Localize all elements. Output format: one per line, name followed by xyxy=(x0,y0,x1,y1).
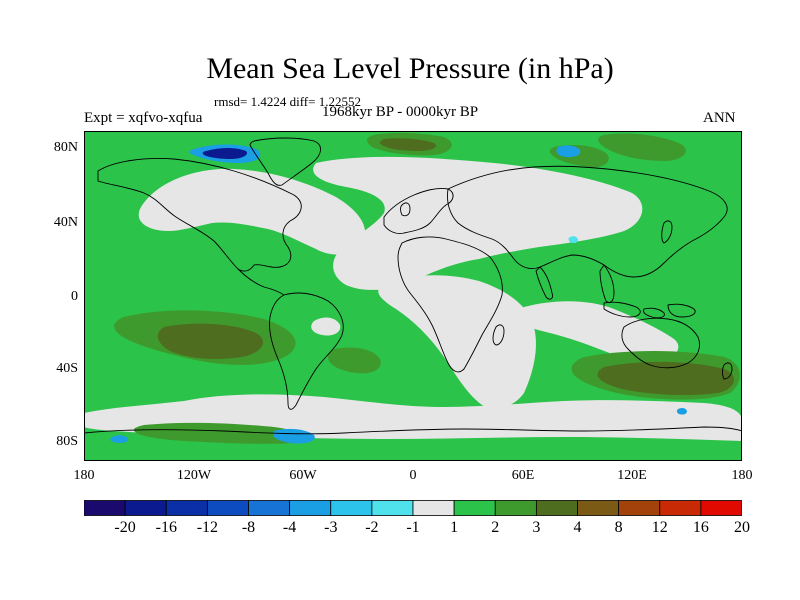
y-tick-label: 80N xyxy=(53,140,78,155)
colorbar xyxy=(84,500,742,516)
colorbar-segment xyxy=(453,500,496,516)
coast-africa xyxy=(397,236,503,373)
neg-greenland-dark xyxy=(202,148,248,159)
colorbar-tick-label: 20 xyxy=(734,519,750,536)
neg-antarctic-1 xyxy=(272,428,315,444)
negative-regions xyxy=(110,144,687,444)
grey-north-america xyxy=(138,168,366,255)
colorbar-tick-label: -12 xyxy=(196,519,219,536)
colorbar-tick-label: -16 xyxy=(155,519,177,536)
coast-papua xyxy=(667,303,696,318)
colorbar-segment xyxy=(535,500,578,516)
coast-antarctica xyxy=(84,426,742,435)
coast-north-america xyxy=(97,158,302,272)
x-tick-label: 180 xyxy=(73,468,95,483)
strong-arctic xyxy=(379,138,437,151)
colorbar-segment xyxy=(330,500,373,516)
colorbar-segment xyxy=(412,500,455,516)
x-tick-label: 0 xyxy=(409,468,417,483)
coast-south-america xyxy=(269,292,344,410)
colorbar-segment xyxy=(371,500,414,516)
coastlines xyxy=(84,137,742,435)
colorbar-segment xyxy=(206,500,249,516)
coast-new-zealand xyxy=(722,362,733,380)
neg-asia-small xyxy=(568,236,578,244)
plot-title: Mean Sea Level Pressure (in hPa) xyxy=(206,52,614,85)
y-tick-label: 40S xyxy=(56,361,78,376)
coast-madagascar xyxy=(492,324,505,346)
coast-indonesia xyxy=(603,301,665,319)
colorbar-segment xyxy=(289,500,332,516)
strong-positive-regions xyxy=(157,138,735,396)
coast-europe xyxy=(383,188,454,234)
colorbar-tick-label: -3 xyxy=(324,519,338,536)
colorbar-segment xyxy=(84,500,126,516)
x-tick-label: 60E xyxy=(511,468,535,483)
colorbar-tick-label: 2 xyxy=(491,519,500,536)
medium-south-atlantic xyxy=(328,347,381,374)
coast-central-america xyxy=(237,268,285,296)
y-tick-label: 40N xyxy=(53,215,78,230)
colorbar-tick-label: 8 xyxy=(614,519,623,536)
coast-india xyxy=(535,266,553,300)
x-tick-label: 180 xyxy=(731,468,753,483)
neutral-regions xyxy=(84,156,742,441)
colorbar-tick-label: 1 xyxy=(450,519,459,536)
colorbar-segment xyxy=(659,500,702,516)
colorbar-tick-label: -2 xyxy=(365,519,379,536)
neg-antarctic-2 xyxy=(110,435,128,443)
coast-australia xyxy=(621,317,700,369)
coast-greenland xyxy=(249,137,321,186)
pressure-map xyxy=(84,131,742,461)
neg-arctic-east xyxy=(556,145,581,158)
grey-small-1 xyxy=(311,317,341,336)
colorbar-segment xyxy=(248,500,291,516)
y-tick-label: 0 xyxy=(71,289,78,304)
strong-south-pacific xyxy=(157,323,264,359)
colorbar-segment xyxy=(618,500,661,516)
x-tick-label: 60W xyxy=(289,468,317,483)
colorbar-segment xyxy=(165,500,208,516)
colorbar-tick-label: -20 xyxy=(114,519,136,536)
grey-indian-ocean xyxy=(518,301,679,362)
colorbar-tick-label: 16 xyxy=(692,519,709,536)
colorbar-segment xyxy=(577,500,620,516)
colorbar-segment xyxy=(124,500,167,516)
period-label: 1968kyr BP - 0000kyr BP xyxy=(322,104,479,120)
colorbar-tick-label: -1 xyxy=(406,519,420,536)
medium-arctic-2 xyxy=(598,133,686,161)
colorbar-tick-label: -8 xyxy=(241,519,256,536)
colorbar-tick-label: 4 xyxy=(573,519,582,536)
stats-text: rmsd= 1.4224 diff= 1.22552 xyxy=(214,94,361,109)
neg-antarctic-3 xyxy=(676,407,687,415)
coast-uk xyxy=(400,202,411,217)
coast-asia xyxy=(447,165,728,278)
experiment-label: Expt = xqfvo-xqfua xyxy=(84,110,203,126)
x-tick-label: 120W xyxy=(176,468,212,483)
colorbar-segment xyxy=(494,500,537,516)
y-tick-label: 80S xyxy=(56,434,78,449)
colorbar-tick-label: 12 xyxy=(651,519,668,536)
coast-japan xyxy=(661,220,673,244)
colorbar-tick-label: 3 xyxy=(532,519,541,536)
season-label: ANN xyxy=(703,110,736,126)
colorbar-segment xyxy=(700,500,742,516)
strong-south-indian xyxy=(597,361,735,396)
medium-southern-band xyxy=(133,422,305,444)
grey-north-atlantic-eurasia xyxy=(313,156,643,290)
colorbar-tick-label: -4 xyxy=(282,519,297,536)
x-tick-label: 120E xyxy=(617,468,647,483)
map-frame xyxy=(84,131,742,461)
